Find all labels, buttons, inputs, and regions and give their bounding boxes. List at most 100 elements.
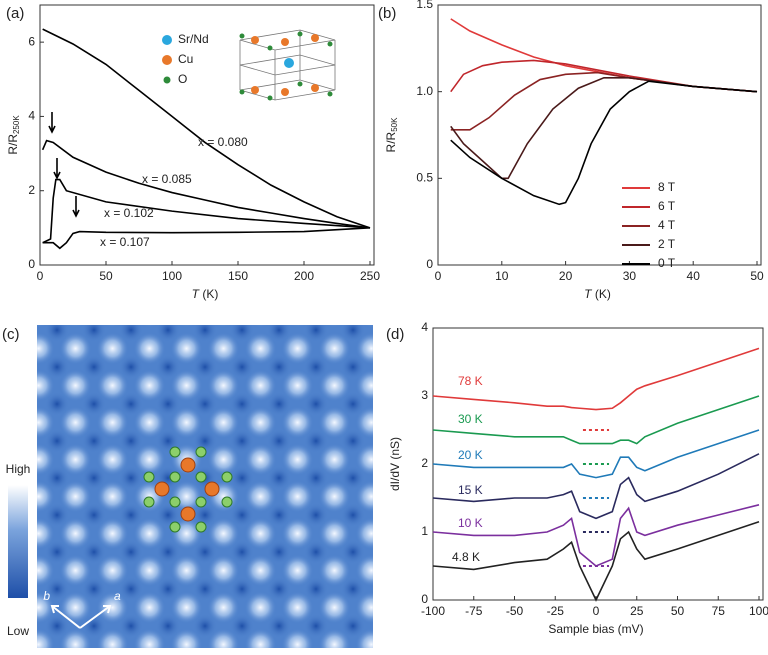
series-label: x = 0.107 [100, 235, 150, 249]
series-label: x = 0.102 [104, 206, 154, 220]
atom-swatch [162, 35, 172, 45]
arrow [48, 112, 56, 134]
series-label: 15 K [458, 483, 483, 497]
orbital-overlay [143, 446, 233, 533]
data-line [450, 59, 758, 93]
image-panel: High Low a b (c) [2, 325, 373, 648]
x-tick-label: 100 [162, 269, 182, 283]
x-axis-label: T (K) [192, 287, 219, 301]
x-tick-label: 50 [671, 604, 685, 618]
data-line [450, 77, 758, 180]
y-tick-label: 0 [426, 257, 433, 271]
y-tick-label: 1 [421, 524, 428, 538]
x-tick-label: 10 [495, 269, 509, 283]
atom-label: O [178, 72, 187, 86]
panel-label: (d) [386, 326, 404, 343]
colorbar-low: Low [7, 624, 29, 638]
y-label-sub: 250K [12, 115, 21, 134]
x-tick-label: 0 [435, 269, 442, 283]
x-tick-label: 0 [37, 269, 44, 283]
series-label: 4.8 K [452, 550, 480, 564]
data-line [432, 347, 760, 411]
y-tick-label: 0 [421, 592, 428, 606]
legend-label: 2 T [658, 237, 676, 251]
atom-swatch [162, 55, 172, 65]
y-tick-label: 1.5 [416, 0, 433, 11]
x-axis-label: T (K) [584, 287, 611, 301]
data-line [42, 178, 371, 244]
data-line [432, 453, 760, 520]
x-tick-label: -75 [465, 604, 483, 618]
x-axis-label: Sample bias (mV) [548, 622, 643, 636]
y-label-main: R/R [6, 134, 20, 155]
x-tick-label: -25 [547, 604, 565, 618]
data-line [42, 227, 371, 250]
y-tick-label: 0.5 [416, 171, 433, 185]
legend-label: 8 T [658, 180, 676, 194]
x-tick-label: 25 [630, 604, 644, 618]
x-tick-label: 30 [623, 269, 637, 283]
atom-swatch [163, 76, 171, 84]
lattice-axes [50, 605, 112, 629]
atom-label: Cu [178, 52, 193, 66]
x-tick-label: 50 [99, 269, 113, 283]
series-label: 78 K [458, 374, 483, 388]
arrow [53, 158, 61, 180]
colorbar [8, 485, 28, 598]
y-tick-label: 3 [421, 388, 428, 402]
data-line [432, 395, 760, 445]
x-label-unit: (K) [199, 287, 218, 301]
y-tick-label: 2 [28, 183, 35, 197]
x-tick-label: 250 [360, 269, 380, 283]
y-tick-label: 4 [28, 109, 35, 123]
x-tick-label: 75 [712, 604, 726, 618]
x-label-var: T [584, 287, 593, 301]
series-label: x = 0.080 [198, 135, 248, 149]
y-tick-label: 1.0 [416, 84, 433, 98]
data-line [432, 504, 760, 567]
x-tick-label: -50 [506, 604, 524, 618]
series-label: 10 K [458, 516, 483, 530]
x-tick-label: 40 [687, 269, 701, 283]
x-tick-label: -100 [421, 604, 445, 618]
panel-label: (a) [6, 5, 24, 22]
data-line [450, 18, 758, 93]
y-tick-label: 6 [28, 34, 35, 48]
series-label: x = 0.085 [142, 172, 192, 186]
data-line [42, 28, 371, 229]
x-label-unit: (K) [592, 287, 611, 301]
data-line [450, 80, 758, 206]
panel-label: (c) [2, 326, 20, 343]
plot-frame [39, 4, 375, 266]
legend-label: 4 T [658, 218, 676, 232]
y-label-main: dI/dV (nS) [388, 437, 402, 491]
x-tick-label: 100 [749, 604, 768, 618]
plot-frame [437, 4, 762, 266]
plot-frame [432, 327, 764, 601]
legend-label: 0 T [658, 256, 676, 270]
data-line [41, 139, 371, 229]
y-label-main: R/R [384, 131, 398, 152]
x-label-var: T [192, 287, 201, 301]
legend-label: 6 T [658, 199, 676, 213]
series-label: 30 K [458, 412, 483, 426]
y-axis-label: R/R250K [6, 115, 21, 155]
x-tick-label: 0 [593, 604, 600, 618]
axis-b-label: b [43, 589, 50, 603]
x-label: Sample bias (mV) [548, 622, 643, 636]
y-tick-label: 4 [421, 320, 428, 334]
panel-label: (b) [378, 5, 396, 22]
y-tick-label: 0 [28, 257, 35, 271]
data-line [432, 521, 760, 602]
atom-label: Sr/Nd [178, 32, 209, 46]
x-tick-label: 20 [559, 269, 573, 283]
y-label-sub: 50K [390, 117, 399, 132]
x-tick-label: 150 [228, 269, 248, 283]
colorbar-high: High [6, 462, 31, 476]
axis-a-label: a [114, 589, 121, 603]
x-tick-label: 200 [294, 269, 314, 283]
y-axis-label: R/R50K [384, 117, 399, 153]
x-tick-label: 50 [750, 269, 764, 283]
series-label: 20 K [458, 448, 483, 462]
